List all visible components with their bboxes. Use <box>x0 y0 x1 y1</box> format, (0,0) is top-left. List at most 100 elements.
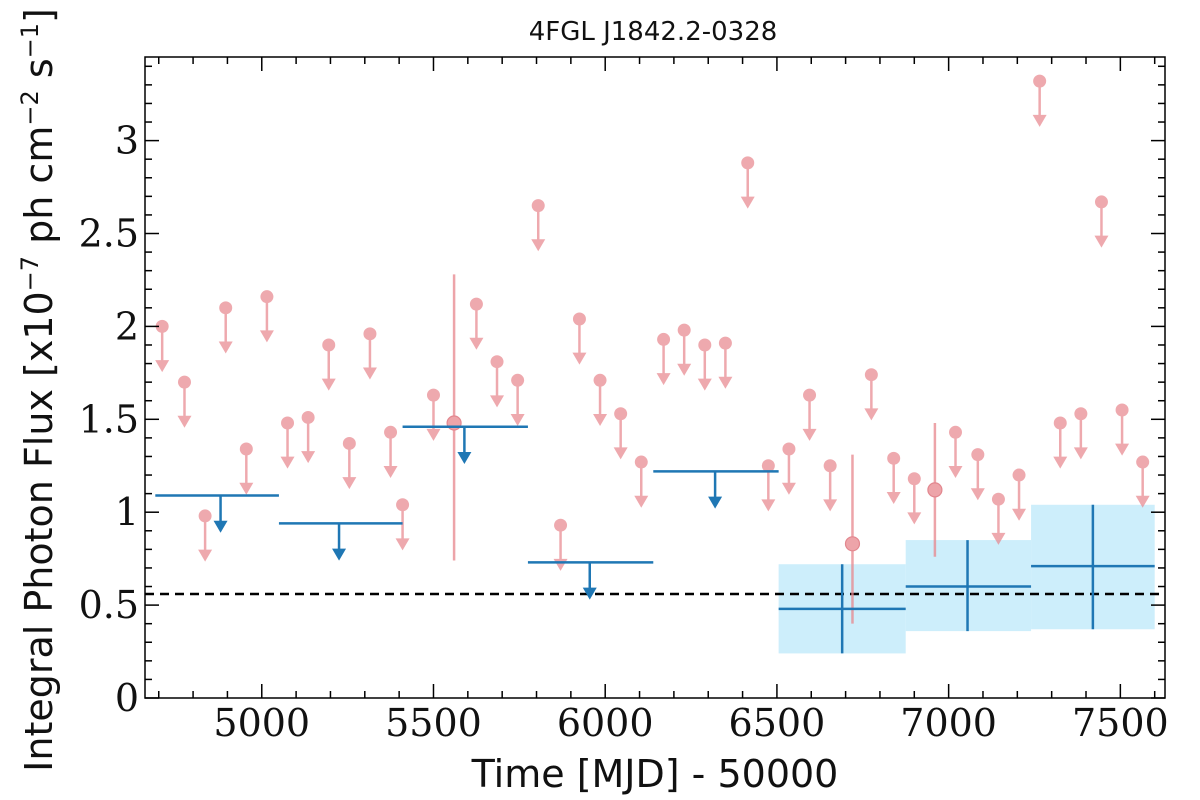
x-tick-label-0: 5000 <box>213 701 310 745</box>
fine-detection-0 <box>446 274 462 561</box>
fine-ul-point-18 <box>554 518 568 532</box>
fine-ul-arrowhead-5 <box>259 330 274 343</box>
fine-upper-limit-40 <box>1053 416 1068 469</box>
fine-upper-limit-35 <box>948 425 963 478</box>
fine-upper-limit-29 <box>781 442 796 495</box>
fine-ul-point-42 <box>1094 195 1108 209</box>
fine-ul-arrowhead-30 <box>802 428 817 441</box>
fine-ul-point-14 <box>469 297 483 311</box>
fine-upper-limit-8 <box>321 338 336 391</box>
fine-ul-point-4 <box>239 442 253 456</box>
fine-ul-arrowhead-36 <box>970 488 985 501</box>
fine-upper-limit-34 <box>907 472 922 525</box>
fine-ul-arrowhead-35 <box>948 465 963 478</box>
fine-upper-limit-19 <box>572 312 587 365</box>
fine-upper-limit-1 <box>177 375 192 428</box>
fine-ul-arrowhead-20 <box>593 413 608 426</box>
fine-upper-limit-14 <box>469 297 484 350</box>
fine-upper-limit-15 <box>490 355 505 408</box>
fine-ul-point-17 <box>531 199 545 213</box>
fine-ul-arrowhead-0 <box>155 360 170 373</box>
fine-ul-point-16 <box>511 373 525 387</box>
fine-upper-limit-33 <box>886 451 901 504</box>
fine-ul-arrowhead-19 <box>572 352 587 365</box>
fine-ul-arrowhead-43 <box>1115 443 1130 456</box>
fine-ul-point-23 <box>657 332 671 346</box>
fine-upper-limit-13 <box>426 388 441 441</box>
coarse-upper-limit-2 <box>402 425 528 465</box>
fine-ul-arrowhead-6 <box>280 456 295 469</box>
fine-ul-arrowhead-25 <box>697 378 712 391</box>
y-label-exp1: −7 <box>16 256 44 291</box>
fine-upper-limit-24 <box>677 323 692 376</box>
fine-bin-layer <box>155 74 1150 624</box>
fine-upper-limit-32 <box>864 368 879 421</box>
fine-ul-arrowhead-39 <box>1032 114 1047 127</box>
fine-ul-arrowhead-38 <box>1012 508 1027 521</box>
y-tick-label-0: 0 <box>115 676 139 720</box>
coarse-ul-arrowhead-1 <box>332 548 347 561</box>
coarse-ul-arrowhead-0 <box>213 520 228 533</box>
fine-ul-arrowhead-41 <box>1073 447 1088 460</box>
fine-ul-arrowhead-40 <box>1053 456 1068 469</box>
fine-upper-limit-7 <box>301 410 316 464</box>
fine-ul-arrowhead-4 <box>239 482 254 495</box>
fine-upper-limit-26 <box>718 336 733 389</box>
fine-ul-point-9 <box>342 436 356 450</box>
fine-ul-arrowhead-21 <box>613 447 628 460</box>
fine-det-point-2 <box>927 482 943 498</box>
fine-ul-arrowhead-12 <box>395 538 410 551</box>
fine-ul-point-7 <box>301 410 315 424</box>
fine-ul-point-3 <box>219 301 233 315</box>
fine-upper-limit-38 <box>1012 468 1027 521</box>
fine-upper-limit-16 <box>510 373 525 426</box>
fine-upper-limit-3 <box>218 301 233 354</box>
fine-ul-arrowhead-33 <box>886 491 901 504</box>
coarse-detection-1 <box>905 540 1032 632</box>
fine-ul-point-33 <box>887 451 901 465</box>
fine-ul-point-25 <box>698 338 712 352</box>
fine-ul-arrowhead-28 <box>761 499 776 512</box>
fine-upper-limit-9 <box>342 436 357 490</box>
fine-ul-point-44 <box>1136 455 1150 469</box>
fine-ul-point-2 <box>198 509 212 523</box>
fine-upper-limit-6 <box>280 416 295 469</box>
axes-layer: 5000 5500 6000 6500 7000 7500 0 0.5 1 1.5 2 2.5 3 <box>79 56 1169 745</box>
y-tick-label-2: 1 <box>115 490 139 534</box>
y-label-mid1: ph cm <box>17 126 61 256</box>
y-label-exp3: −1 <box>16 23 44 58</box>
fine-upper-limit-27 <box>740 156 755 209</box>
coarse-bin-layer <box>155 425 1155 654</box>
fine-ul-arrowhead-9 <box>342 477 357 490</box>
fine-ul-point-27 <box>741 156 755 170</box>
coarse-ul-arrowhead-3 <box>582 587 597 600</box>
fine-ul-arrowhead-23 <box>656 373 671 386</box>
fine-ul-point-29 <box>782 442 796 456</box>
fine-ul-arrowhead-13 <box>426 428 441 441</box>
fine-ul-arrowhead-1 <box>177 415 192 428</box>
fine-ul-point-6 <box>281 416 295 430</box>
fine-upper-limit-0 <box>155 319 170 373</box>
fine-ul-point-36 <box>971 448 985 462</box>
coarse-detection-2 <box>1031 504 1155 630</box>
fine-ul-arrowhead-32 <box>864 408 879 421</box>
fine-ul-point-40 <box>1053 416 1067 430</box>
fine-ul-point-20 <box>593 373 607 387</box>
fine-detection-1 <box>844 454 861 624</box>
fine-detection-2 <box>927 423 943 557</box>
fine-upper-limit-39 <box>1032 74 1047 127</box>
coarse-upper-limit-1 <box>278 522 403 561</box>
fine-ul-arrowhead-29 <box>781 482 796 495</box>
coarse-upper-limit-4 <box>653 470 779 509</box>
fine-upper-limit-28 <box>761 459 776 512</box>
coarse-upper-limit-0 <box>155 494 279 533</box>
fine-ul-arrowhead-16 <box>510 413 525 426</box>
fine-upper-limit-44 <box>1135 455 1150 508</box>
fine-ul-arrowhead-10 <box>362 367 377 380</box>
fine-ul-arrowhead-3 <box>218 341 233 354</box>
fine-ul-point-21 <box>614 407 628 421</box>
fine-ul-point-43 <box>1115 403 1129 417</box>
fine-ul-arrowhead-42 <box>1094 235 1109 248</box>
fine-ul-arrowhead-7 <box>301 451 316 464</box>
